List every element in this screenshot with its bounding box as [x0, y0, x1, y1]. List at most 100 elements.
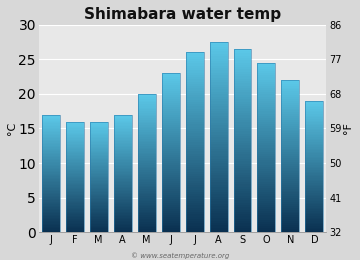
Bar [114, 159, 132, 160]
Bar [90, 162, 108, 163]
Bar [234, 180, 252, 182]
Bar [90, 177, 108, 178]
Bar [138, 115, 156, 116]
Bar [66, 166, 84, 167]
Bar [257, 133, 275, 135]
Bar [114, 203, 132, 204]
Bar [90, 224, 108, 225]
Bar [185, 145, 203, 147]
Bar [42, 191, 60, 193]
Bar [90, 191, 108, 192]
Bar [66, 141, 84, 142]
Bar [210, 116, 228, 118]
Bar [114, 177, 132, 178]
Bar [66, 160, 84, 162]
Bar [185, 181, 203, 183]
Bar [185, 223, 203, 226]
Bar [210, 156, 228, 159]
Bar [162, 105, 180, 107]
Bar [114, 138, 132, 140]
Bar [234, 120, 252, 122]
Bar [90, 145, 108, 147]
Bar [162, 197, 180, 199]
Bar [114, 121, 132, 122]
Bar [305, 204, 323, 206]
Bar [42, 156, 60, 157]
Bar [234, 127, 252, 129]
Bar [210, 101, 228, 104]
Bar [185, 217, 203, 219]
Bar [257, 150, 275, 152]
Bar [257, 122, 275, 124]
Bar [66, 126, 84, 127]
Bar [185, 61, 203, 63]
Bar [305, 216, 323, 218]
Bar [257, 80, 275, 82]
Bar [90, 158, 108, 159]
Bar [90, 152, 108, 153]
Bar [42, 212, 60, 213]
Bar [138, 227, 156, 229]
Bar [138, 199, 156, 201]
Bar [42, 196, 60, 197]
Bar [138, 99, 156, 101]
Bar [90, 137, 108, 138]
Bar [114, 184, 132, 185]
Bar [42, 147, 60, 148]
Bar [185, 129, 203, 131]
Bar [282, 221, 300, 223]
Bar [138, 127, 156, 128]
Bar [66, 131, 84, 133]
Bar [162, 214, 180, 217]
Bar [162, 101, 180, 103]
Bar [42, 185, 60, 187]
Bar [66, 180, 84, 181]
Bar [282, 229, 300, 231]
Bar [185, 192, 203, 194]
Bar [210, 132, 228, 135]
Bar [114, 131, 132, 132]
Bar [162, 117, 180, 119]
Bar [234, 184, 252, 186]
Bar [185, 210, 203, 212]
Bar [210, 77, 228, 80]
Bar [210, 194, 228, 197]
Bar [185, 163, 203, 165]
Bar [185, 55, 203, 57]
Bar [66, 127, 84, 128]
Bar [234, 102, 252, 104]
Bar [305, 157, 323, 158]
Bar [114, 228, 132, 230]
Bar [282, 120, 300, 122]
Bar [162, 75, 180, 77]
Bar [282, 88, 300, 89]
Bar [42, 129, 60, 131]
Bar [305, 191, 323, 193]
Bar [234, 92, 252, 95]
Bar [66, 165, 84, 166]
Bar [257, 116, 275, 118]
Bar [42, 179, 60, 181]
Bar [305, 175, 323, 177]
Bar [42, 162, 60, 163]
Bar [162, 181, 180, 183]
Bar [305, 181, 323, 183]
Bar [138, 101, 156, 102]
Bar [90, 185, 108, 187]
Bar [66, 183, 84, 184]
Bar [234, 210, 252, 212]
Bar [257, 118, 275, 120]
Bar [114, 194, 132, 196]
Bar [162, 161, 180, 163]
Bar [162, 203, 180, 205]
Bar [210, 152, 228, 154]
Bar [305, 121, 323, 122]
Bar [138, 120, 156, 122]
Bar [282, 137, 300, 139]
Bar [66, 145, 84, 147]
Bar [234, 198, 252, 200]
Bar [185, 113, 203, 115]
Bar [138, 142, 156, 144]
Bar [210, 49, 228, 51]
Bar [257, 77, 275, 80]
